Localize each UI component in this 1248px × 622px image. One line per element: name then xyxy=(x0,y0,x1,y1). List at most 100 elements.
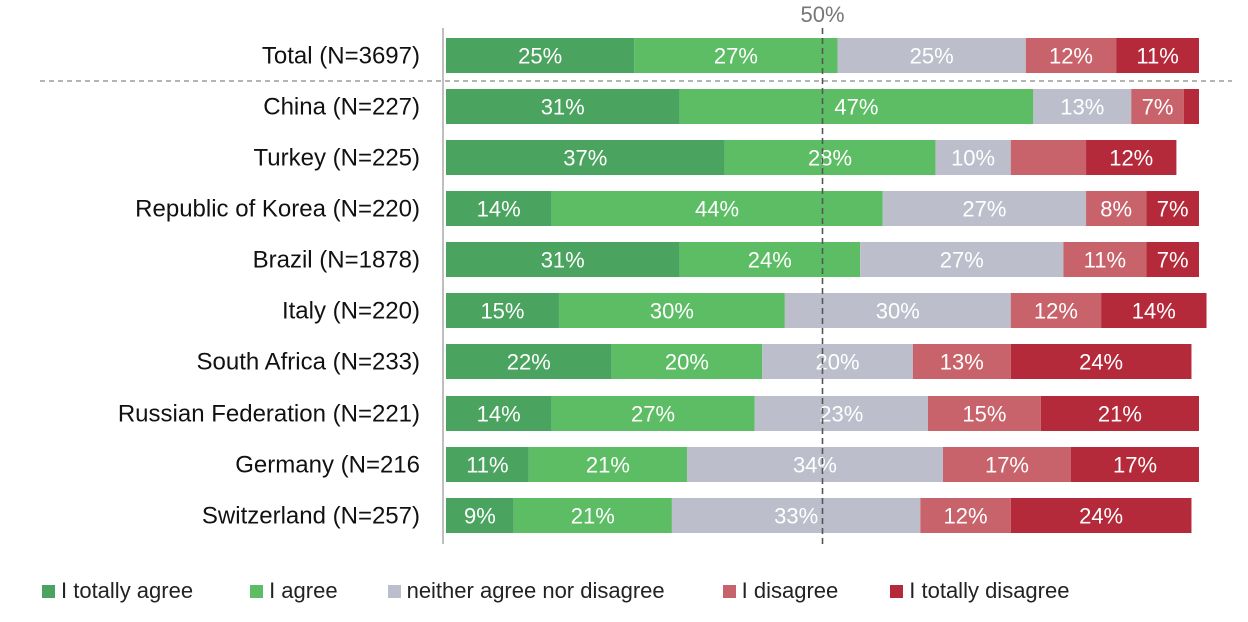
bar-value-label: 47% xyxy=(834,95,878,120)
legend-swatch xyxy=(890,584,904,598)
bar-segment xyxy=(1025,38,1117,73)
bar-value-label: 21% xyxy=(571,504,615,529)
bar-segment xyxy=(446,498,514,533)
category-label: Russian Federation (N=221) xyxy=(118,401,420,428)
category-label: Italy (N=220) xyxy=(282,298,420,325)
bar-segment xyxy=(446,447,529,482)
bar-segment xyxy=(1010,293,1102,328)
bar-segment xyxy=(927,396,1041,431)
bar-value-label: 31% xyxy=(541,248,585,273)
bar-value-label: 9% xyxy=(464,504,496,529)
bar-value-label: 37% xyxy=(563,146,607,171)
chart-legend: I totally agree I agree neither agree nor … xyxy=(42,576,1069,606)
legend-label: I disagree xyxy=(741,578,839,603)
bar-segment xyxy=(446,38,635,73)
bar-value-label: 12% xyxy=(944,504,988,529)
bar-segment xyxy=(446,191,552,226)
bar-value-label: 31% xyxy=(541,95,585,120)
bar-segment xyxy=(1010,498,1192,533)
bar-value-label: 30% xyxy=(876,299,920,324)
bar-segment xyxy=(1146,191,1199,226)
bar-value-label: 25% xyxy=(910,44,954,69)
bar-value-label: 28% xyxy=(808,146,852,171)
category-label: Total (N=3697) xyxy=(262,43,420,70)
bar-segment xyxy=(1086,191,1147,226)
legend-item: neither agree nor disagree xyxy=(387,578,665,604)
bar-value-label: 17% xyxy=(1113,453,1157,478)
bar-segment xyxy=(860,242,1064,277)
bar-segment xyxy=(513,498,672,533)
bar-segment xyxy=(1131,89,1184,124)
legend-item: I totally disagree xyxy=(890,578,1069,604)
bar-segment xyxy=(611,344,763,379)
bar-value-label: 27% xyxy=(631,402,675,427)
bar-segment xyxy=(942,447,1071,482)
bar-segment xyxy=(882,191,1087,226)
bar-value-label: 34% xyxy=(793,453,837,478)
reference-line-label: 50% xyxy=(800,2,844,27)
bar-value-label: 13% xyxy=(1060,95,1104,120)
bar-value-label: 24% xyxy=(1079,350,1123,375)
bar-value-label: 12% xyxy=(1049,44,1093,69)
legend-label: I totally agree xyxy=(61,578,194,603)
legend-item: I disagree xyxy=(722,578,839,604)
bar-segment xyxy=(558,293,785,328)
bar-value-label: 7% xyxy=(1142,95,1174,120)
bar-value-label: 15% xyxy=(962,402,1006,427)
bar-value-label: 17% xyxy=(985,453,1029,478)
bar-segment xyxy=(1101,293,1207,328)
legend-swatch xyxy=(250,584,264,598)
legend-swatch xyxy=(387,584,401,598)
legend-swatch xyxy=(42,584,55,598)
bar-segment xyxy=(724,140,936,175)
bar-value-label: 21% xyxy=(586,453,630,478)
legend-label: I agree xyxy=(269,578,338,603)
bar-value-label: 13% xyxy=(940,350,984,375)
bar-segment xyxy=(762,344,913,379)
legend-item: I agree xyxy=(250,578,338,604)
bar-value-label: 24% xyxy=(748,248,792,273)
category-label: Switzerland (N=257) xyxy=(202,503,420,530)
bar-value-label: 11% xyxy=(1084,248,1126,273)
bar-segment xyxy=(1010,344,1192,379)
category-label: Republic of Korea (N=220) xyxy=(135,196,420,223)
bar-segment xyxy=(671,498,921,533)
bar-segment xyxy=(686,447,943,482)
bar-segment xyxy=(446,89,680,124)
bar-value-label: 20% xyxy=(665,350,709,375)
bar-value-label: 24% xyxy=(1079,504,1123,529)
bar-value-label: 12% xyxy=(1109,146,1153,171)
bar-segment xyxy=(446,293,559,328)
bar-value-label: 7% xyxy=(1157,248,1189,273)
bar-segment xyxy=(446,344,612,379)
bar-segment xyxy=(679,89,1034,124)
bar-value-label: 30% xyxy=(650,299,694,324)
bar-value-label: 11% xyxy=(1136,44,1178,69)
legend-item: I totally agree xyxy=(42,578,193,604)
bar-segment xyxy=(1070,447,1199,482)
legend-label: I totally disagree xyxy=(909,578,1070,603)
bar-value-label: 22% xyxy=(507,350,551,375)
bar-value-label: 23% xyxy=(819,402,863,427)
bar-value-label: 33% xyxy=(774,504,818,529)
bar-value-label: 8% xyxy=(1100,197,1132,222)
bar-segment xyxy=(1116,38,1199,73)
bar-value-label: 15% xyxy=(480,299,524,324)
category-label: China (N=227) xyxy=(263,94,420,121)
bar-segment xyxy=(920,498,1011,533)
bar-value-label: 14% xyxy=(477,197,521,222)
bar-segment xyxy=(1086,140,1177,175)
bar-value-label: 27% xyxy=(940,248,984,273)
bar-segment xyxy=(446,140,725,175)
bar-value-label: 44% xyxy=(695,197,739,222)
category-label: Turkey (N=225) xyxy=(254,145,421,172)
bar-segment xyxy=(1146,242,1199,277)
category-label: Germany (N=216 xyxy=(235,452,420,479)
bar-segment xyxy=(551,396,755,431)
bar-segment xyxy=(1033,89,1132,124)
category-label: Brazil (N=1878) xyxy=(253,247,420,274)
category-label: South Africa (N=233) xyxy=(197,349,420,376)
bar-segment xyxy=(912,344,1011,379)
bar-segment xyxy=(634,38,838,73)
